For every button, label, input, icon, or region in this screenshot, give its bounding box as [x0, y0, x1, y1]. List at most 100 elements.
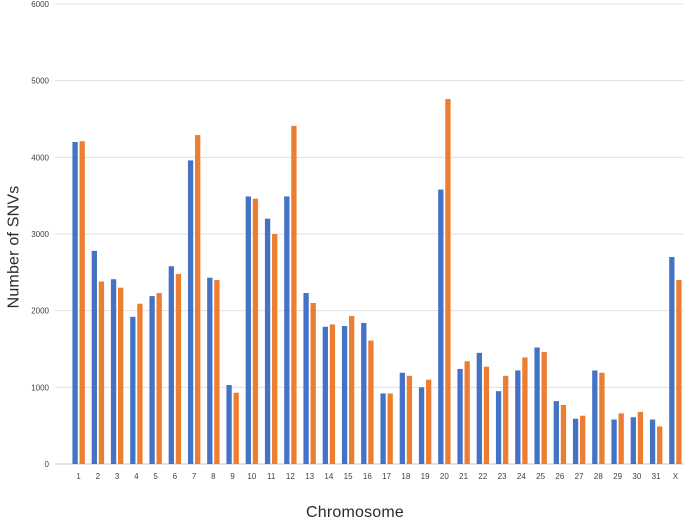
y-tick-label: 2000	[31, 307, 49, 316]
x-tick-label: 13	[305, 472, 314, 481]
bar-orange-series-chr10	[252, 198, 259, 464]
bar-orange-series-chr28	[599, 372, 605, 464]
x-tick-label: 21	[459, 472, 468, 481]
y-tick-label: 1000	[31, 383, 49, 392]
x-tick-label: 16	[363, 472, 372, 481]
bar-blue-series-chr3	[110, 279, 117, 464]
bar-orange-series-chr20	[445, 99, 451, 465]
bar-orange-series-chr24	[522, 357, 528, 464]
bar-blue-series-chr26	[553, 401, 559, 464]
bar-orange-series-chr15	[349, 316, 355, 464]
bar-orange-series-chr27	[580, 415, 586, 464]
bar-blue-series-chr8	[207, 277, 213, 464]
x-tick-label: 20	[440, 472, 449, 481]
bar-blue-series-chr9	[226, 385, 232, 464]
bar-orange-series-chr4	[137, 303, 143, 464]
bar-orange-series-chr14	[329, 324, 336, 464]
x-tick-label: 28	[594, 472, 603, 481]
y-tick-label: 4000	[31, 153, 49, 162]
bar-blue-series-chr11	[264, 218, 271, 464]
bar-blue-series-chr1	[72, 142, 78, 464]
bar-orange-series-chr1	[79, 141, 85, 464]
bar-orange-series-chr12	[291, 125, 297, 465]
bar-orange-series-chr25	[541, 352, 547, 464]
bar-blue-series-chr23	[495, 391, 502, 464]
bar-blue-series-chr6	[168, 266, 174, 464]
bar-blue-series-chr20	[438, 189, 444, 465]
bar-blue-series-chr27	[572, 418, 579, 464]
x-axis-title: Chromosome	[305, 504, 405, 521]
x-tick-label: 18	[401, 472, 410, 481]
bar-blue-series-chr16	[361, 322, 367, 464]
x-tick-label: 7	[192, 472, 197, 481]
x-tick-label: 29	[613, 472, 622, 481]
bar-orange-series-chr30	[637, 411, 644, 464]
x-tick-label: 26	[555, 472, 564, 481]
x-tick-label: 12	[286, 472, 295, 481]
bar-orange-series-chr17	[387, 393, 393, 464]
bar-orange-series-chr16	[368, 340, 374, 464]
x-tick-label: X	[673, 472, 679, 481]
bar-orange-series-chr23	[503, 375, 509, 464]
x-tick-label: 2	[96, 472, 101, 481]
bar-blue-series-chrX	[669, 257, 675, 464]
x-tick-label: 4	[134, 472, 139, 481]
bar-orange-series-chr6	[175, 273, 182, 464]
bar-blue-series-chr4	[130, 316, 136, 464]
bar-orange-series-chr8	[214, 280, 220, 464]
x-tick-label: 6	[173, 472, 178, 481]
x-tick-label: 15	[344, 472, 353, 481]
bar-blue-series-chr14	[322, 326, 328, 464]
x-tick-label: 23	[498, 472, 507, 481]
x-tick-label: 27	[575, 472, 584, 481]
bar-blue-series-chr28	[592, 370, 598, 464]
x-tick-label: 22	[478, 472, 487, 481]
bar-blue-series-chr24	[515, 370, 521, 464]
bar-blue-series-chr10	[245, 196, 251, 464]
x-tick-label: 5	[153, 472, 158, 481]
bar-blue-series-chr21	[457, 368, 463, 464]
x-tick-label: 11	[267, 472, 276, 481]
x-tick-label: 30	[632, 472, 641, 481]
x-tick-label: 31	[652, 472, 661, 481]
bar-orange-series-chr3	[118, 287, 124, 464]
bar-blue-series-chr30	[630, 417, 636, 464]
bar-blue-series-chr15	[341, 326, 348, 464]
bar-orange-series-chr11	[272, 234, 278, 464]
bar-orange-series-chr13	[310, 303, 316, 464]
bar-orange-series-chr19	[426, 379, 432, 464]
bar-blue-series-chr18	[399, 372, 405, 464]
y-tick-label: 0	[45, 460, 50, 469]
bar-orange-series-chr18	[406, 375, 413, 464]
bar-blue-series-chr22	[476, 352, 482, 464]
x-tick-label: 14	[324, 472, 333, 481]
x-tick-label: 3	[115, 472, 120, 481]
bar-orange-series-chr22	[483, 366, 490, 464]
y-tick-label: 3000	[31, 230, 49, 239]
x-tick-label: 9	[230, 472, 235, 481]
y-tick-label: 5000	[31, 77, 49, 86]
bar-blue-series-chr2	[91, 250, 97, 464]
bar-orange-series-chr31	[657, 426, 663, 464]
bar-blue-series-chr19	[418, 387, 425, 464]
bar-blue-series-chr13	[303, 293, 309, 464]
bar-blue-series-chr31	[649, 419, 656, 464]
x-tick-label: 8	[211, 472, 216, 481]
bar-orange-series-chrX	[676, 280, 682, 464]
bar-blue-series-chr29	[611, 419, 617, 464]
bar-blue-series-chr17	[380, 393, 386, 464]
bar-orange-series-chr5	[156, 293, 162, 464]
bar-orange-series-chr2	[98, 281, 105, 464]
bar-orange-series-chr26	[560, 404, 567, 464]
bar-blue-series-chr5	[149, 296, 155, 464]
bar-blue-series-chr7	[187, 160, 194, 464]
x-tick-label: 17	[382, 472, 391, 481]
x-tick-label: 25	[536, 472, 545, 481]
bar-blue-series-chr25	[534, 347, 540, 464]
x-tick-label: 10	[247, 472, 256, 481]
x-tick-label: 24	[517, 472, 526, 481]
bar-orange-series-chr7	[195, 135, 201, 464]
x-tick-label: 1	[76, 472, 81, 481]
